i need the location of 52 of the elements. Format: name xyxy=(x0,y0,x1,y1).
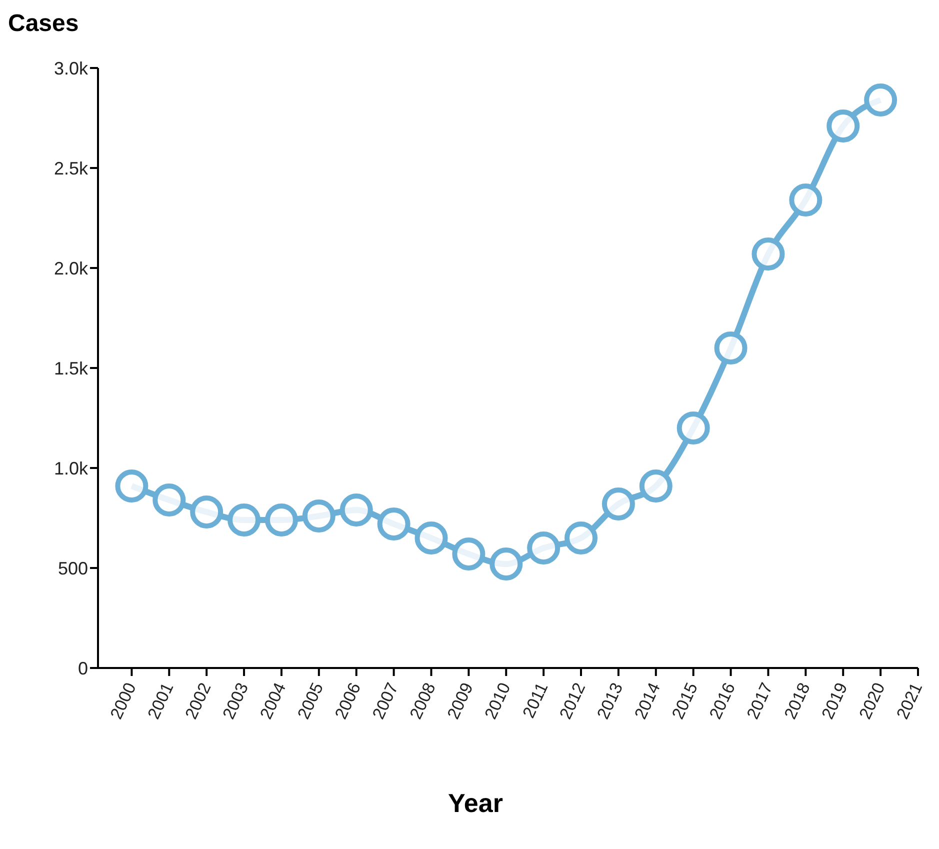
point xyxy=(377,508,410,540)
y-axis-title: Cases xyxy=(8,10,79,38)
x-tick-label: 2016 xyxy=(706,680,739,722)
x-tick-label: 2000 xyxy=(106,680,140,722)
x-tick-label: 2010 xyxy=(481,680,514,722)
point xyxy=(752,238,785,270)
x-tick-label: 2005 xyxy=(294,680,328,722)
point xyxy=(414,522,448,554)
x-tick-label: 2019 xyxy=(818,680,852,722)
point xyxy=(490,548,523,580)
point xyxy=(676,412,710,444)
x-tick-label: 2009 xyxy=(444,680,477,722)
point xyxy=(115,470,148,502)
point xyxy=(527,532,560,564)
point xyxy=(826,110,860,142)
x-tick-label: 2021 xyxy=(892,680,926,722)
y-tick-label: 0 xyxy=(78,658,88,678)
point xyxy=(228,504,261,536)
y-tick-label: 2.0k xyxy=(54,258,89,278)
x-tick-label: 2014 xyxy=(630,680,664,722)
point xyxy=(864,84,898,116)
y-tick-label: 1.5k xyxy=(54,358,89,378)
x-tick-label: 2012 xyxy=(556,680,590,722)
point xyxy=(152,484,186,516)
point xyxy=(564,522,598,554)
x-tick-label: 2001 xyxy=(144,680,178,722)
x-axis-title: Year xyxy=(448,788,503,819)
x-tick-label: 2002 xyxy=(182,680,215,722)
point xyxy=(714,332,748,364)
x-tick-label: 2013 xyxy=(593,680,627,722)
point xyxy=(639,470,672,502)
point xyxy=(452,538,486,570)
x-tick-label: 2006 xyxy=(331,680,365,722)
x-tick-label: 2018 xyxy=(780,680,814,722)
point xyxy=(789,184,822,216)
x-tick-label: 2011 xyxy=(519,680,552,721)
x-tick-label: 2020 xyxy=(856,680,889,722)
y-tick-label: 500 xyxy=(58,558,88,578)
point xyxy=(190,496,224,528)
x-tick-label: 2003 xyxy=(218,680,252,722)
point xyxy=(264,504,298,536)
x-tick-label: 2015 xyxy=(668,680,702,722)
point xyxy=(340,494,373,526)
x-tick-label: 2004 xyxy=(256,680,290,722)
y-tick-label: 2.5k xyxy=(54,158,89,178)
point xyxy=(302,500,336,532)
x-tick-label: 2007 xyxy=(368,680,402,722)
point xyxy=(602,488,635,520)
y-tick-label: 1.0k xyxy=(54,458,89,478)
y-tick-label: 3.0k xyxy=(54,58,89,78)
x-tick-label: 2008 xyxy=(406,680,440,722)
x-tick-label: 2017 xyxy=(743,680,776,722)
